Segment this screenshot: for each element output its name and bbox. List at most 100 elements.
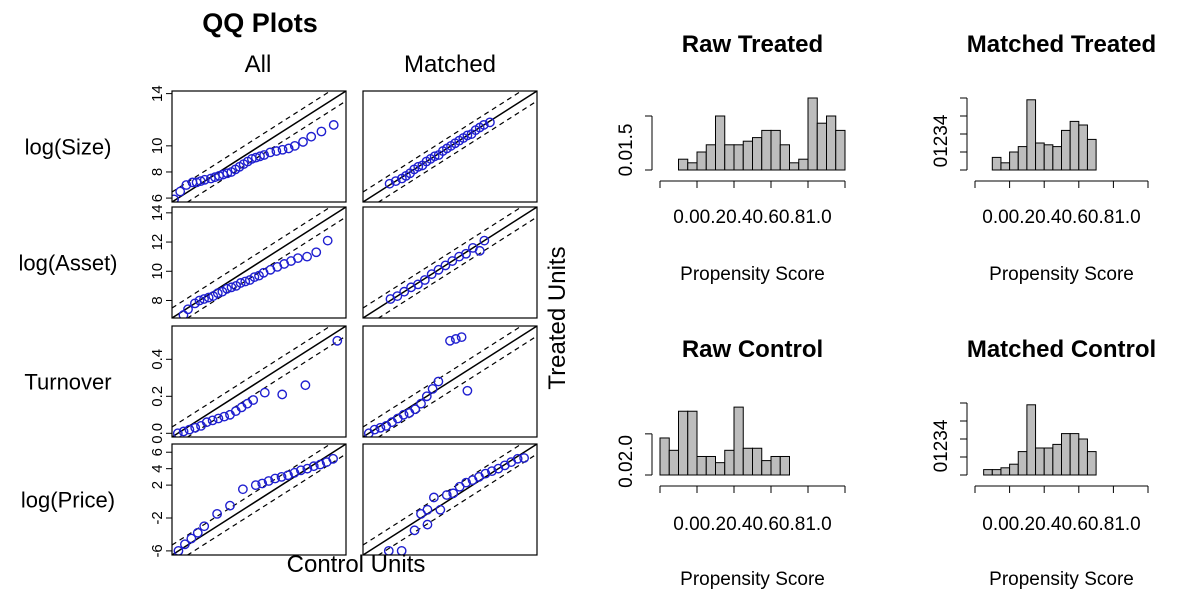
qq-point (270, 473, 281, 484)
histogram-bar (1069, 433, 1080, 476)
qq-point (199, 174, 210, 185)
histogram-bar (798, 158, 809, 171)
qq-point (512, 453, 523, 464)
qq-y-tick-label: 0.4 (149, 349, 166, 370)
qq-point (480, 468, 491, 479)
histogram-bar (752, 447, 763, 476)
qq-point (421, 391, 432, 402)
qq-point (283, 143, 294, 154)
qq-point (194, 295, 205, 306)
qq-point (392, 291, 403, 301)
qq-band-lower (186, 100, 346, 202)
histogram-bar (779, 455, 790, 476)
qq-point (271, 146, 282, 156)
qq-y-tick-label: 14 (149, 85, 166, 102)
qq-point (390, 176, 401, 187)
histogram-bar (1026, 99, 1037, 171)
qq-point (474, 245, 485, 256)
histogram-bar (1000, 162, 1011, 171)
histogram-bar (1052, 443, 1062, 476)
histogram-bar (678, 158, 689, 171)
qq-point (295, 465, 306, 476)
histogram-bar (687, 410, 698, 476)
qq-col-header-matched: Matched (404, 51, 496, 78)
histogram-y-tick-labels: 0.02.0 (616, 435, 637, 488)
qq-point (175, 186, 186, 197)
qq-y-tick-label: -2 (149, 511, 166, 524)
qq-point (276, 471, 287, 482)
histogram-bar (1086, 451, 1097, 476)
qq-reference-line (363, 207, 537, 318)
qq-point (416, 398, 426, 409)
histogram-title: Raw Treated (682, 31, 823, 58)
qq-point (316, 126, 327, 137)
histogram-bar (715, 115, 726, 171)
qq-point (478, 120, 489, 130)
qq-point (237, 484, 248, 495)
qq-y-tick-label: 6 (149, 194, 166, 202)
qq-band-lower (186, 453, 346, 555)
histogram-bar (1043, 447, 1054, 476)
histogram-bar (770, 129, 781, 171)
qq-point (422, 519, 433, 530)
histogram-bar (1026, 404, 1037, 476)
qq-point (369, 424, 380, 435)
qq-point (250, 480, 261, 491)
histogram-bar (983, 469, 993, 476)
qq-point (384, 178, 395, 189)
qq-point (428, 492, 439, 503)
qq-point (289, 140, 300, 151)
histogram-bar (1078, 124, 1088, 171)
qq-point (461, 477, 472, 488)
qq-panel-all (171, 443, 347, 556)
qq-point (422, 504, 433, 515)
qq-point (447, 256, 458, 266)
qq-point (456, 332, 467, 342)
histogram-bar (668, 449, 679, 476)
histogram-title: Matched Control (967, 336, 1156, 363)
histogram-bar (1069, 120, 1080, 171)
qq-point (248, 395, 259, 405)
qq-band-lower (377, 453, 537, 555)
qq-point (199, 521, 210, 532)
histogram-bar (724, 449, 735, 476)
qq-point (419, 275, 430, 285)
histogram-bar (1061, 433, 1071, 476)
histogram-bar (761, 129, 772, 171)
qq-point (479, 235, 490, 246)
qq-band-upper (363, 91, 523, 193)
qq-point (222, 168, 233, 179)
qq-y-tick-label: 8 (149, 296, 166, 304)
qq-panel-matched (362, 443, 538, 556)
qq-point (172, 194, 179, 202)
qq-point (409, 525, 420, 536)
qq-y-tick-label: 10 (149, 138, 166, 155)
qq-reference-line (172, 91, 346, 202)
histogram-x-label: Propensity Score (680, 264, 825, 285)
histogram-bar (789, 162, 800, 171)
histogram-bar (1035, 447, 1045, 476)
qq-panel-matched (362, 325, 538, 438)
qq-y-tick-label: 12 (149, 234, 166, 251)
histogram-matched-treated: Matched Treated 0.00.20.40.60.81.0 Propens… (931, 31, 1156, 285)
qq-point (413, 279, 423, 290)
qq-panel-frame (171, 206, 347, 319)
qq-y-tick-label: 0.2 (149, 386, 166, 407)
histogram-bar (659, 437, 670, 476)
qq-band-lower (377, 216, 537, 318)
qq-point (203, 292, 214, 303)
histogram-bar (752, 137, 763, 171)
qq-panel-frame (362, 443, 538, 556)
histogram-bar (742, 140, 753, 171)
qq-point (184, 424, 195, 435)
qq-point (240, 276, 251, 287)
qq-point (190, 422, 201, 433)
histogram-bar (1017, 146, 1028, 171)
qq-point (332, 335, 343, 346)
qq-band-upper (172, 444, 332, 546)
histogram-bar (1061, 129, 1071, 171)
qq-title: QQ Plots (202, 8, 318, 38)
qq-row-label: Turnover (24, 370, 111, 395)
qq-y-tick-label: -6 (149, 544, 166, 557)
qq-point (293, 253, 303, 264)
